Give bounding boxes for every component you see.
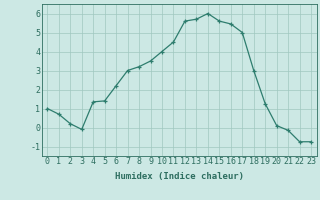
- X-axis label: Humidex (Indice chaleur): Humidex (Indice chaleur): [115, 172, 244, 181]
